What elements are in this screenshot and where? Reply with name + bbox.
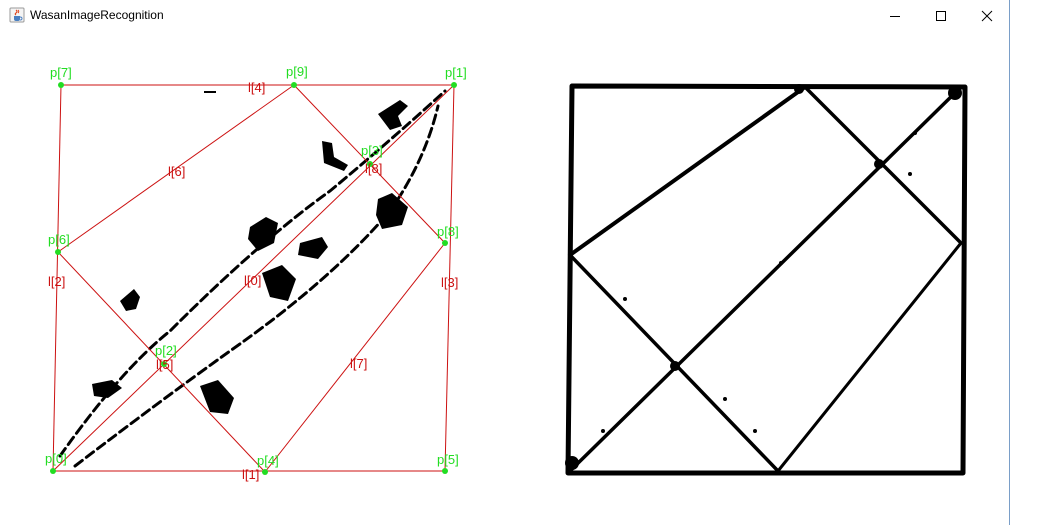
label-l4: l[4] [248,80,265,95]
point-p8 [442,240,448,246]
point-p5 [442,468,448,474]
minimize-button[interactable] [872,0,918,31]
minimize-icon [890,15,900,17]
label-l3: l[3] [441,275,458,290]
java-cup-icon [9,7,25,23]
label-l7: l[7] [350,356,367,371]
label-l0: l[0] [244,273,261,288]
detected-lines [52,84,455,473]
image-canvas: p[0] p[1] p[2] p[3] p[4] p[5] p[6] p[7] … [0,31,1009,525]
point-p1 [451,82,457,88]
label-p5: p[5] [437,452,459,467]
line-l5 [57,251,266,473]
label-p3: p[3] [361,143,383,158]
label-l1: l[1] [242,467,259,482]
label-p0: p[0] [45,451,67,466]
ink-strokes [58,89,447,468]
maximize-icon [936,10,946,21]
point-p7 [58,82,64,88]
line-labels: l[0] l[1] l[2] l[3] l[4] l[5] l[6] l[7] … [48,80,458,482]
detected-points [50,82,457,475]
line-l0 [52,84,455,472]
line-l3 [444,84,455,472]
label-p1: p[1] [445,65,467,80]
line-l6 [57,84,295,253]
label-p9: p[9] [286,64,308,79]
label-p8: p[8] [437,224,459,239]
analysis-figure: p[0] p[1] p[2] p[3] p[4] p[5] p[6] p[7] … [45,64,467,482]
label-p4: p[4] [257,453,279,468]
line-l7 [264,242,446,473]
analysis-pane: p[0] p[1] p[2] p[3] p[4] p[5] p[6] p[7] … [0,31,505,525]
point-p0 [50,468,56,474]
close-icon [981,10,993,21]
line-l2 [52,84,62,472]
point-p3 [367,161,373,167]
label-p6: p[6] [48,232,70,247]
point-p9 [291,82,297,88]
app-window: WasanImageRecognition [0,0,1010,525]
point-p4 [262,469,268,475]
maximize-button[interactable] [918,0,964,31]
label-l2: l[2] [48,274,65,289]
point-labels: p[0] p[1] p[2] p[3] p[4] p[5] p[6] p[7] … [45,64,467,468]
label-l6: l[6] [168,164,185,179]
point-p6 [55,249,61,255]
title-bar[interactable]: WasanImageRecognition [0,0,1009,31]
point-p2 [161,361,167,367]
ink-specks [565,84,962,470]
window-title: WasanImageRecognition [30,8,164,22]
label-p2: p[2] [155,343,177,358]
label-l8: l[8] [365,161,382,176]
close-button[interactable] [964,0,1010,31]
label-p7: p[7] [50,65,72,80]
source-image [565,83,968,476]
source-image-pane [505,31,1009,525]
ink-blobs [92,91,408,414]
label-l5: l[5] [156,357,173,372]
